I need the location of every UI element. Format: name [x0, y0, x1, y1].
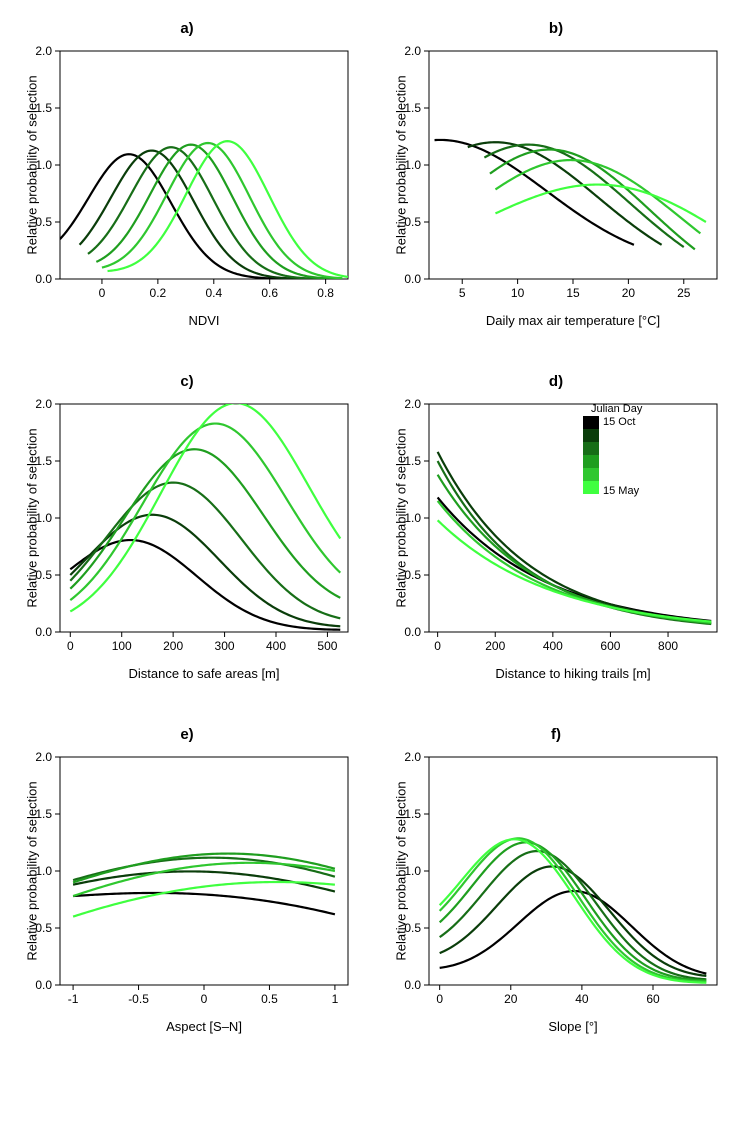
- svg-text:20: 20: [504, 992, 518, 1006]
- panel-c-plot: 0.00.51.01.52.00100200300400500: [54, 398, 354, 638]
- panel-f-ylabel: Relative probability of selection: [394, 781, 409, 960]
- svg-text:100: 100: [112, 639, 132, 653]
- panel-a-plot: 0.00.51.01.52.000.20.40.60.8: [54, 45, 354, 285]
- svg-text:1: 1: [332, 992, 339, 1006]
- svg-text:800: 800: [658, 639, 678, 653]
- panel-c-title: c): [20, 373, 354, 390]
- figure: a) Relative probability of selection 0.0…: [20, 20, 723, 1034]
- svg-text:0: 0: [99, 286, 106, 300]
- svg-text:15: 15: [566, 286, 580, 300]
- svg-text:2.0: 2.0: [35, 750, 52, 764]
- svg-text:400: 400: [266, 639, 286, 653]
- svg-text:200: 200: [163, 639, 183, 653]
- panel-f-xlabel: Slope [°]: [423, 1019, 723, 1034]
- panel-a: a) Relative probability of selection 0.0…: [20, 20, 354, 328]
- svg-text:-1: -1: [68, 992, 79, 1006]
- svg-text:0: 0: [201, 992, 208, 1006]
- svg-text:40: 40: [575, 992, 589, 1006]
- svg-text:0: 0: [434, 639, 441, 653]
- svg-text:0.0: 0.0: [404, 272, 421, 286]
- svg-text:0: 0: [436, 992, 443, 1006]
- panel-e-ylabel: Relative probability of selection: [25, 781, 40, 960]
- panel-d-plot: 0.00.51.01.52.00200400600800Julian Day15…: [423, 398, 723, 638]
- panel-b-ylabel: Relative probability of selection: [394, 75, 409, 254]
- panel-d: d) Relative probability of selection 0.0…: [389, 373, 723, 681]
- svg-text:5: 5: [459, 286, 466, 300]
- panel-d-ylabel: Relative probability of selection: [394, 428, 409, 607]
- panel-a-xlabel: NDVI: [54, 313, 354, 328]
- svg-text:0.2: 0.2: [150, 286, 167, 300]
- panel-e-plot: 0.00.51.01.52.0-1-0.500.51: [54, 751, 354, 991]
- svg-text:400: 400: [543, 639, 563, 653]
- panel-c-xlabel: Distance to safe areas [m]: [54, 666, 354, 681]
- svg-text:2.0: 2.0: [404, 44, 421, 58]
- svg-text:15 Oct: 15 Oct: [603, 416, 635, 428]
- svg-text:0.0: 0.0: [35, 978, 52, 992]
- svg-text:0: 0: [67, 639, 74, 653]
- panel-c: c) Relative probability of selection 0.0…: [20, 373, 354, 681]
- svg-text:0.0: 0.0: [35, 272, 52, 286]
- panel-grid: a) Relative probability of selection 0.0…: [20, 20, 723, 1034]
- svg-text:Julian Day: Julian Day: [591, 403, 643, 415]
- panel-b-plot: 0.00.51.01.52.0510152025: [423, 45, 723, 285]
- svg-text:2.0: 2.0: [404, 750, 421, 764]
- panel-b-xlabel: Daily max air temperature [°C]: [423, 313, 723, 328]
- svg-text:0.6: 0.6: [261, 286, 278, 300]
- panel-f-title: f): [389, 726, 723, 743]
- panel-e: e) Relative probability of selection 0.0…: [20, 726, 354, 1034]
- svg-text:0.8: 0.8: [317, 286, 334, 300]
- svg-text:25: 25: [677, 286, 691, 300]
- svg-text:15 May: 15 May: [603, 485, 640, 497]
- svg-text:0.0: 0.0: [404, 978, 421, 992]
- panel-b: b) Relative probability of selection 0.0…: [389, 20, 723, 328]
- svg-text:500: 500: [317, 639, 337, 653]
- svg-text:0.4: 0.4: [205, 286, 222, 300]
- svg-text:2.0: 2.0: [404, 397, 421, 411]
- svg-text:0.5: 0.5: [261, 992, 278, 1006]
- svg-text:10: 10: [511, 286, 525, 300]
- svg-text:300: 300: [215, 639, 235, 653]
- svg-text:2.0: 2.0: [35, 397, 52, 411]
- panel-b-title: b): [389, 20, 723, 37]
- panel-f: f) Relative probability of selection 0.0…: [389, 726, 723, 1034]
- svg-text:200: 200: [485, 639, 505, 653]
- svg-text:60: 60: [646, 992, 660, 1006]
- panel-e-xlabel: Aspect [S–N]: [54, 1019, 354, 1034]
- svg-text:2.0: 2.0: [35, 44, 52, 58]
- svg-text:-0.5: -0.5: [128, 992, 149, 1006]
- panel-a-title: a): [20, 20, 354, 37]
- svg-text:0.0: 0.0: [404, 625, 421, 639]
- panel-c-ylabel: Relative probability of selection: [25, 428, 40, 607]
- panel-d-title: d): [389, 373, 723, 390]
- svg-text:20: 20: [622, 286, 636, 300]
- svg-text:0.0: 0.0: [35, 625, 52, 639]
- svg-text:600: 600: [600, 639, 620, 653]
- panel-d-xlabel: Distance to hiking trails [m]: [423, 666, 723, 681]
- panel-e-title: e): [20, 726, 354, 743]
- panel-a-ylabel: Relative probability of selection: [25, 75, 40, 254]
- panel-f-plot: 0.00.51.01.52.00204060: [423, 751, 723, 991]
